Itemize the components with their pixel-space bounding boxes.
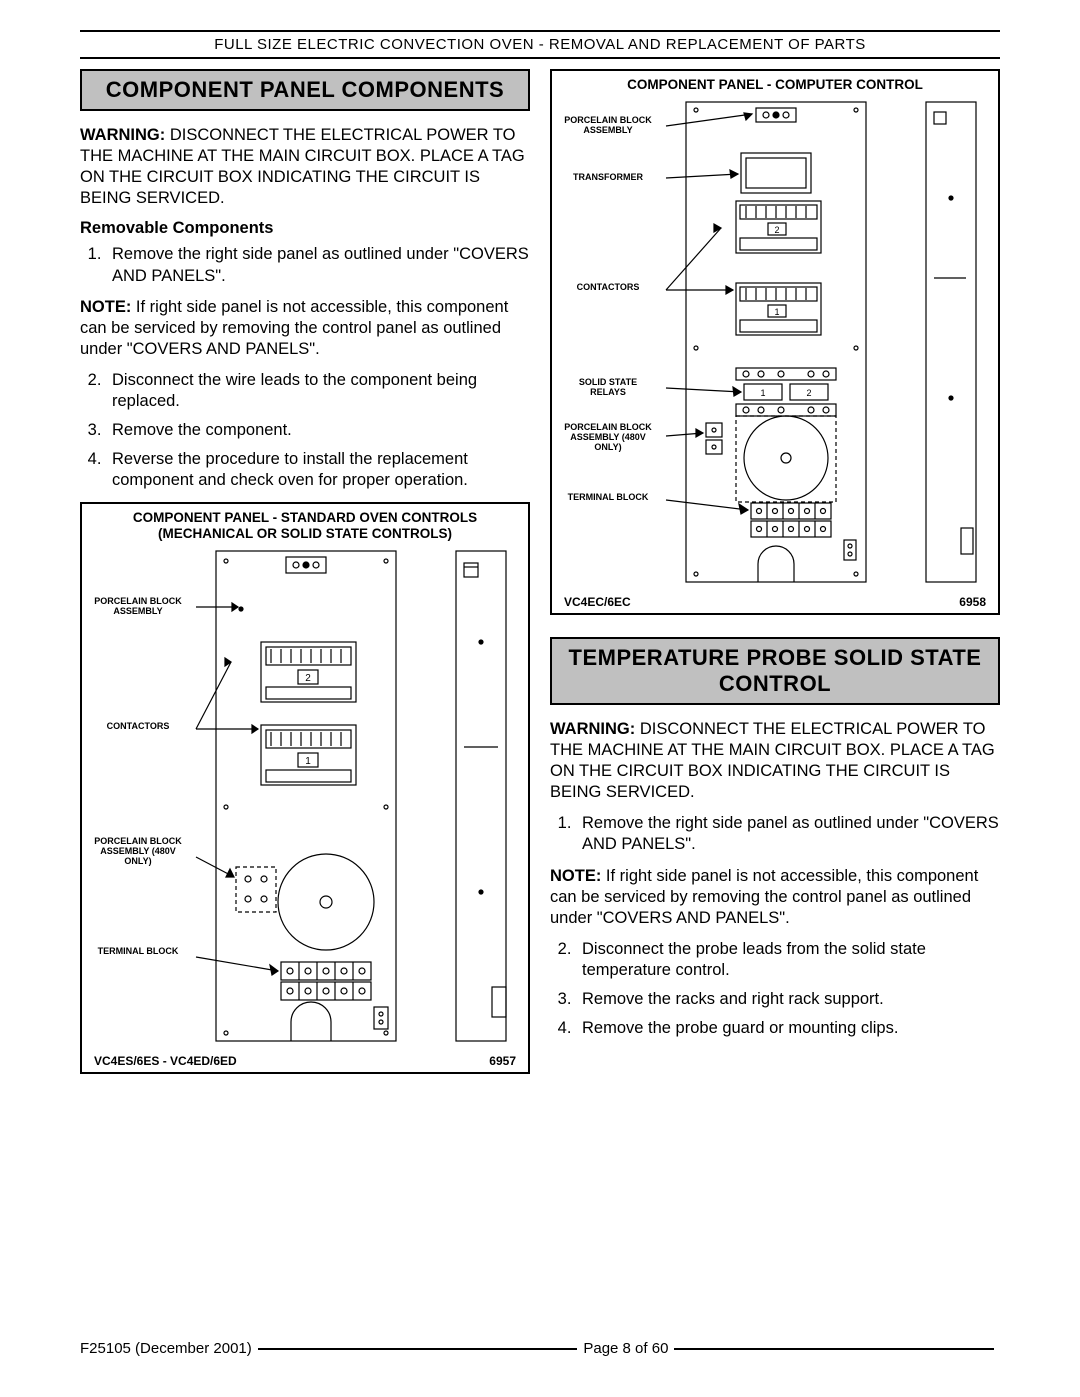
diagram-model: VC4ES/6ES - VC4ED/6ED (94, 1054, 237, 1068)
warning-label: WARNING: (550, 720, 635, 738)
label-terminal-block: TERMINAL BLOCK (560, 493, 656, 503)
diagram-computer-control: COMPONENT PANEL - COMPUTER CONTROL PORCE… (550, 69, 1000, 615)
svg-text:1: 1 (774, 307, 779, 317)
warning-text: WARNING: DISCONNECT THE ELECTRICAL POWER… (550, 719, 1000, 803)
svg-text:2: 2 (774, 225, 779, 235)
steps-list-left-b: Disconnect the wire leads to the compone… (80, 370, 530, 492)
step-item: Disconnect the wire leads to the compone… (106, 370, 530, 412)
diagram-svg-wrap: 2 1 (662, 98, 990, 591)
diagram-fig-number: 6958 (959, 595, 986, 609)
label-terminal-block: TERMINAL BLOCK (90, 947, 186, 957)
diagram-label-column: PORCELAIN BLOCK ASSEMBLY TRANSFORMER CON… (560, 98, 656, 588)
steps-list-right-b: Disconnect the probe leads from the soli… (550, 939, 1000, 1039)
steps-list-right-a: Remove the right side panel as outlined … (550, 813, 1000, 855)
label-porcelain-480v: PORCELAIN BLOCK ASSEMBLY (480V ONLY) (90, 837, 186, 867)
page-header: FULL SIZE ELECTRIC CONVECTION OVEN - REM… (80, 34, 1000, 59)
diagram-title-line2: (MECHANICAL OR SOLID STATE CONTROLS) (158, 526, 452, 541)
label-porcelain-block: PORCELAIN BLOCK ASSEMBLY (560, 116, 656, 136)
label-contactors: CONTACTORS (560, 283, 656, 293)
footer-rule (258, 1348, 578, 1350)
page-footer: F25105 (December 2001) Page 8 of 60 (80, 1340, 1000, 1357)
diagram-standard-controls: COMPONENT PANEL - STANDARD OVEN CONTROLS… (80, 502, 530, 1075)
step-item: Reverse the procedure to install the rep… (106, 449, 530, 491)
header-rule (80, 30, 1000, 32)
diagram-footer: VC4ES/6ES - VC4ED/6ED 6957 (90, 1054, 520, 1068)
label-contactors: CONTACTORS (90, 722, 186, 732)
step-item: Remove the right side panel as outlined … (106, 244, 530, 286)
diagram-body: PORCELAIN BLOCK ASSEMBLY CONTACTORS PORC… (90, 547, 520, 1050)
diagram-label-column: PORCELAIN BLOCK ASSEMBLY CONTACTORS PORC… (90, 547, 186, 1047)
label-porcelain-480v: PORCELAIN BLOCK ASSEMBLY (480V ONLY) (560, 423, 656, 453)
svg-text:2: 2 (305, 673, 311, 684)
left-column: COMPONENT PANEL COMPONENTS WARNING: DISC… (80, 69, 530, 1074)
svg-text:1: 1 (305, 756, 311, 767)
component-panel-svg: 2 1 (192, 547, 520, 1047)
diagram-title: COMPONENT PANEL - COMPUTER CONTROL (560, 77, 990, 94)
page: FULL SIZE ELECTRIC CONVECTION OVEN - REM… (0, 0, 1080, 1397)
footer-rule (674, 1348, 994, 1350)
label-solid-state-relays: SOLID STATE RELAYS (560, 378, 656, 398)
diagram-body: PORCELAIN BLOCK ASSEMBLY TRANSFORMER CON… (560, 98, 990, 591)
step-item: Disconnect the probe leads from the soli… (576, 939, 1000, 981)
steps-list-left-a: Remove the right side panel as outlined … (80, 244, 530, 286)
note-label: NOTE: (550, 867, 601, 885)
note-label: NOTE: (80, 298, 131, 316)
note-text-left: NOTE: If right side panel is not accessi… (80, 297, 530, 360)
diagram-title-line1: COMPONENT PANEL - STANDARD OVEN CONTROLS (133, 510, 477, 525)
label-transformer: TRANSFORMER (560, 173, 656, 183)
diagram-fig-number: 6957 (489, 1054, 516, 1068)
svg-text:2: 2 (806, 388, 811, 398)
subhead-removable: Removable Components (80, 219, 530, 238)
section-title-temperature-probe: TEMPERATURE PROBE SOLID STATE CONTROL (550, 637, 1000, 705)
diagram-model: VC4EC/6EC (564, 595, 631, 609)
step-item: Remove the component. (106, 420, 530, 441)
step-item: Remove the right side panel as outlined … (576, 813, 1000, 855)
warning-text: WARNING: DISCONNECT THE ELECTRICAL POWER… (80, 125, 530, 209)
diagram-footer: VC4EC/6EC 6958 (560, 595, 990, 609)
svg-text:1: 1 (760, 388, 765, 398)
content-columns: COMPONENT PANEL COMPONENTS WARNING: DISC… (80, 69, 1000, 1074)
warning-label: WARNING: (80, 126, 165, 144)
right-column: COMPONENT PANEL - COMPUTER CONTROL PORCE… (550, 69, 1000, 1074)
label-porcelain-block: PORCELAIN BLOCK ASSEMBLY (90, 597, 186, 617)
note-text-right: NOTE: If right side panel is not accessi… (550, 866, 1000, 929)
step-item: Remove the racks and right rack support. (576, 989, 1000, 1010)
diagram-title: COMPONENT PANEL - STANDARD OVEN CONTROLS… (90, 510, 520, 544)
footer-doc-id: F25105 (December 2001) (80, 1340, 252, 1357)
component-panel-svg: 2 1 (662, 98, 990, 588)
footer-page-number: Page 8 of 60 (583, 1340, 668, 1357)
step-item: Remove the probe guard or mounting clips… (576, 1018, 1000, 1039)
diagram-svg-wrap: 2 1 (192, 547, 520, 1050)
section-title-component-panel: COMPONENT PANEL COMPONENTS (80, 69, 530, 111)
